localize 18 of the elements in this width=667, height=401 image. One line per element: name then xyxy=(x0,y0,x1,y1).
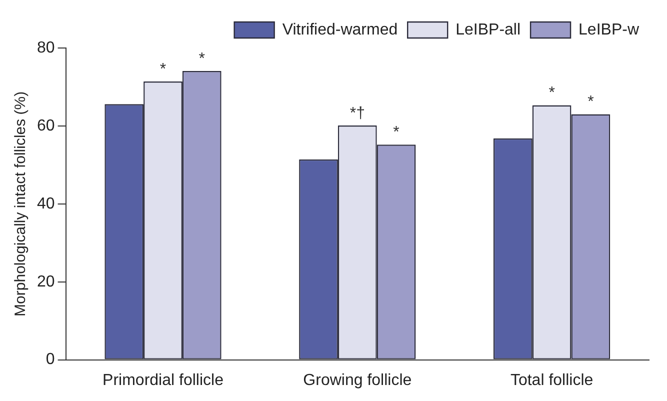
data-label: *† xyxy=(350,104,365,122)
x-tick-label: Primordial follicle xyxy=(102,372,224,389)
y-tick-label: 40 xyxy=(37,195,55,212)
y-tick-label: 80 xyxy=(37,39,55,56)
y-axis-title: Morphologically intact follicles (%) xyxy=(12,91,30,316)
x-tick-label: Growing follicle xyxy=(303,372,412,389)
legend-label: LeIBP-all xyxy=(456,21,521,38)
y-tick-label: 60 xyxy=(37,117,55,134)
data-label: * xyxy=(548,84,555,102)
y-tick-label: 20 xyxy=(37,273,55,290)
legend-label: Vitrified-warmed xyxy=(282,21,398,38)
x-tick-label: Total follicle xyxy=(510,372,594,389)
y-tick-label: 0 xyxy=(46,351,55,368)
data-label: * xyxy=(393,124,400,142)
data-label: * xyxy=(588,94,594,111)
legend-label: LeIBP-w xyxy=(578,21,640,38)
data-label: * xyxy=(198,50,205,68)
data-label: * xyxy=(160,60,166,78)
